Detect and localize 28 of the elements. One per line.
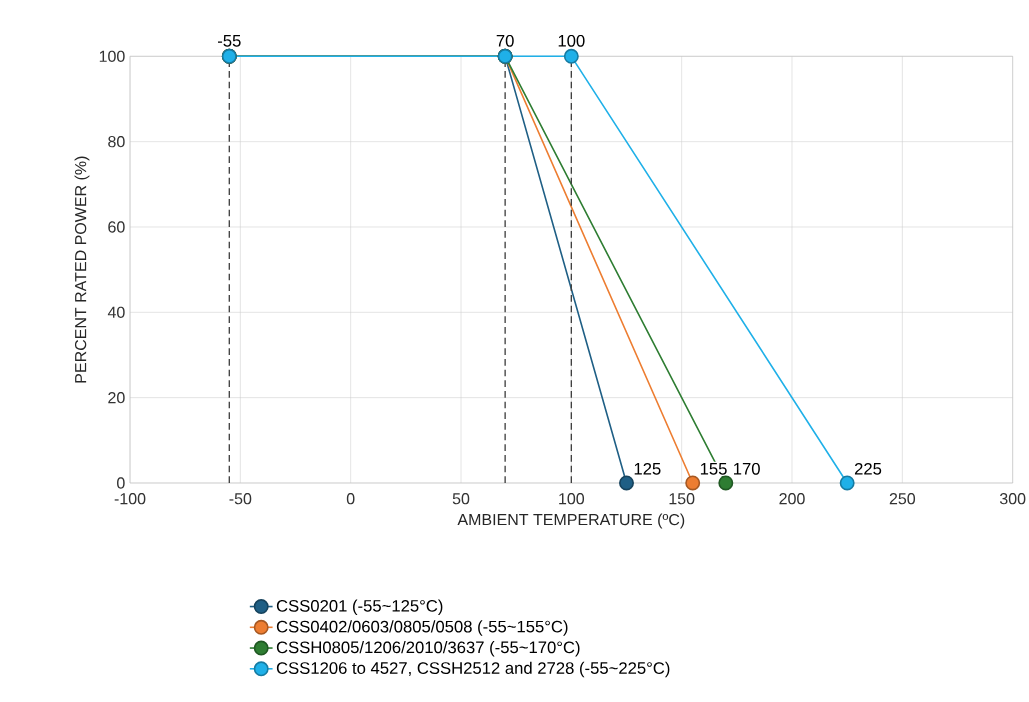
y-tick-label: 100	[99, 50, 125, 62]
annotation: 155	[700, 463, 727, 475]
x-tick-label: 150	[669, 493, 695, 505]
annotation: 70	[496, 34, 514, 47]
x-tick-label: 100	[559, 493, 585, 505]
legend-label: CSS0201 (-55~125°C)	[276, 599, 443, 616]
annotation: 170	[734, 462, 760, 475]
y-axis-title: PERCENT RATED POWER (%)	[74, 156, 90, 383]
y-tick-label: 0	[117, 477, 125, 489]
annotation: 225	[854, 462, 882, 475]
y-tick-label: 60	[108, 221, 125, 233]
annotation: 100	[558, 34, 585, 47]
x-tick-label: 200	[779, 493, 805, 505]
x-tick-label: 50	[452, 493, 470, 505]
legend-label: CSS0402/0603/0805/0508 (-55~155°C)	[276, 620, 568, 636]
x-tick-label: -100	[114, 493, 146, 505]
x-tick-label: 300	[999, 493, 1026, 505]
annotation: -55	[217, 35, 241, 47]
legend-label: CSS1206 to 4527, CSSH2512 and 2728 (-55~225°C)	[276, 661, 670, 678]
x-axis-title: AMBIENT TEMPERATURE (ºC)	[457, 513, 685, 529]
legend-label: CSSH0805/1206/2010/3637 (-55~170°C)	[276, 641, 580, 657]
x-tick-label: -50	[229, 493, 252, 505]
y-tick-label: 20	[108, 392, 125, 404]
annotation: 125	[634, 462, 661, 475]
x-tick-label: 0	[346, 493, 355, 505]
x-tick-label: 250	[889, 493, 916, 505]
y-tick-label: 80	[108, 136, 125, 148]
y-tick-label: 40	[107, 306, 125, 318]
